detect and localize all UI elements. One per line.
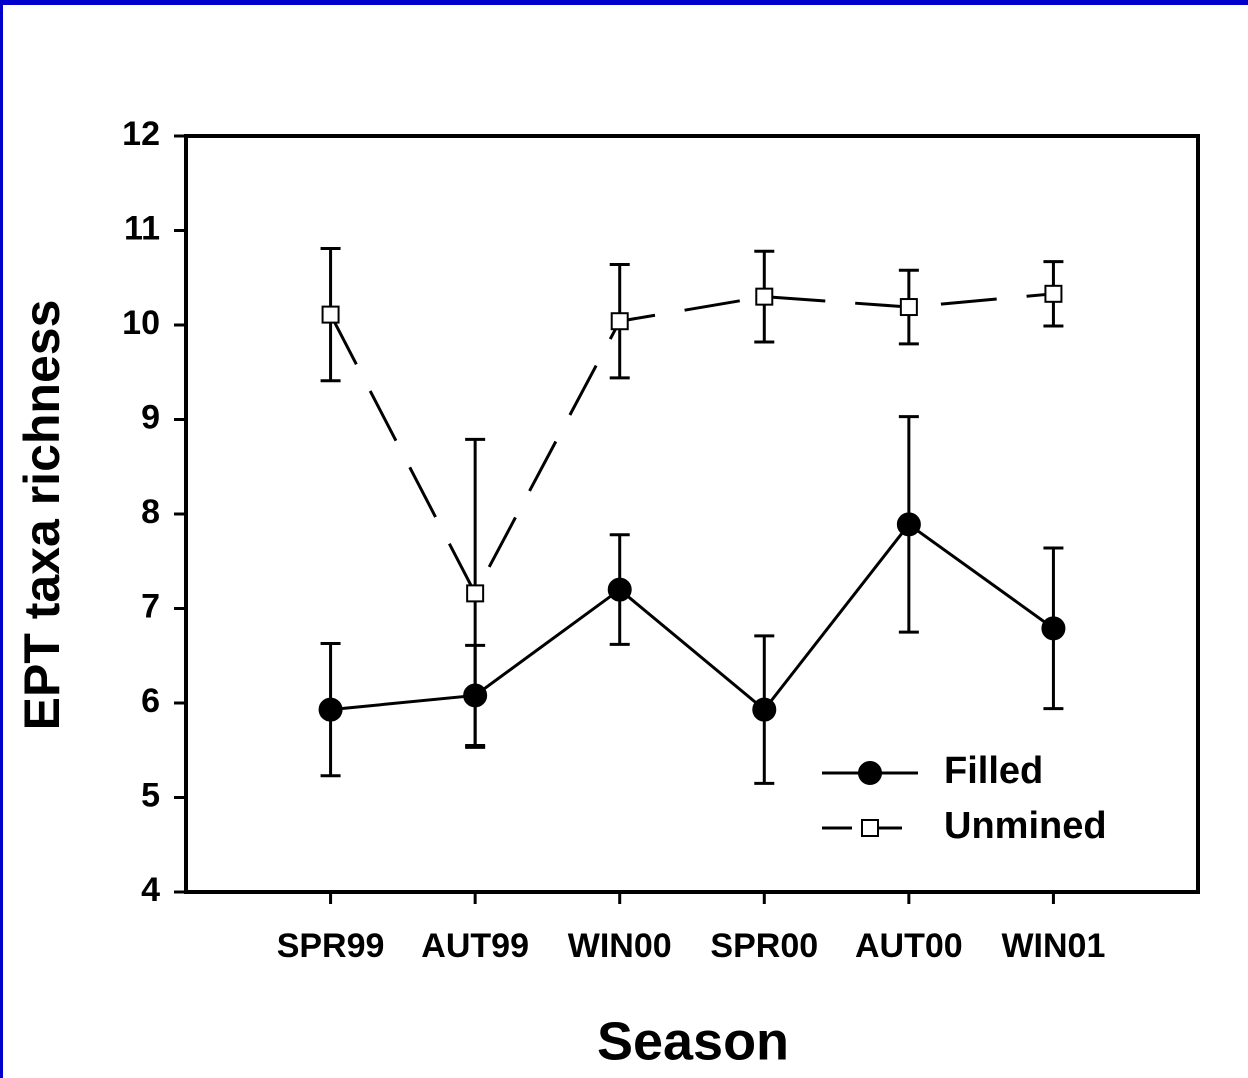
x-tick-label: WIN01 [1001, 927, 1105, 965]
data-point [896, 512, 921, 537]
y-tick-label: 11 [124, 209, 160, 247]
legend-label: Filled [944, 750, 1043, 792]
x-tick-label: SPR00 [710, 927, 818, 965]
data-point [1041, 616, 1066, 641]
left-border [0, 0, 3, 1078]
data-point [899, 298, 918, 317]
x-axis-title: Season [597, 1011, 789, 1071]
data-point [752, 697, 777, 722]
data-point [318, 697, 343, 722]
data-point [466, 584, 485, 603]
series-line [329, 292, 1054, 597]
y-tick-label: 10 [122, 304, 160, 342]
x-tick-label: WIN00 [568, 927, 672, 965]
data-point [610, 312, 629, 331]
data-point [607, 577, 632, 602]
x-tick-label: SPR99 [277, 927, 385, 965]
data-point [321, 305, 340, 324]
y-axis-title: EPT taxa richness [14, 300, 70, 731]
y-tick-label: 7 [141, 587, 160, 625]
x-tick-label: AUT99 [421, 927, 529, 965]
data-point [1044, 284, 1063, 303]
top-border [0, 0, 1248, 5]
x-tick-label: AUT00 [855, 927, 963, 965]
y-tick-label: 12 [122, 115, 160, 153]
y-tick-label: 6 [141, 682, 160, 720]
legend-marker [861, 819, 879, 837]
y-tick-label: 5 [141, 776, 160, 814]
legend-label: Unmined [944, 805, 1107, 847]
legend-marker [858, 761, 882, 785]
y-tick-label: 4 [141, 871, 160, 909]
y-tick-label: 8 [141, 493, 160, 531]
data-point [755, 287, 774, 306]
y-tick-label: 9 [141, 398, 160, 436]
series-line [330, 522, 1055, 712]
